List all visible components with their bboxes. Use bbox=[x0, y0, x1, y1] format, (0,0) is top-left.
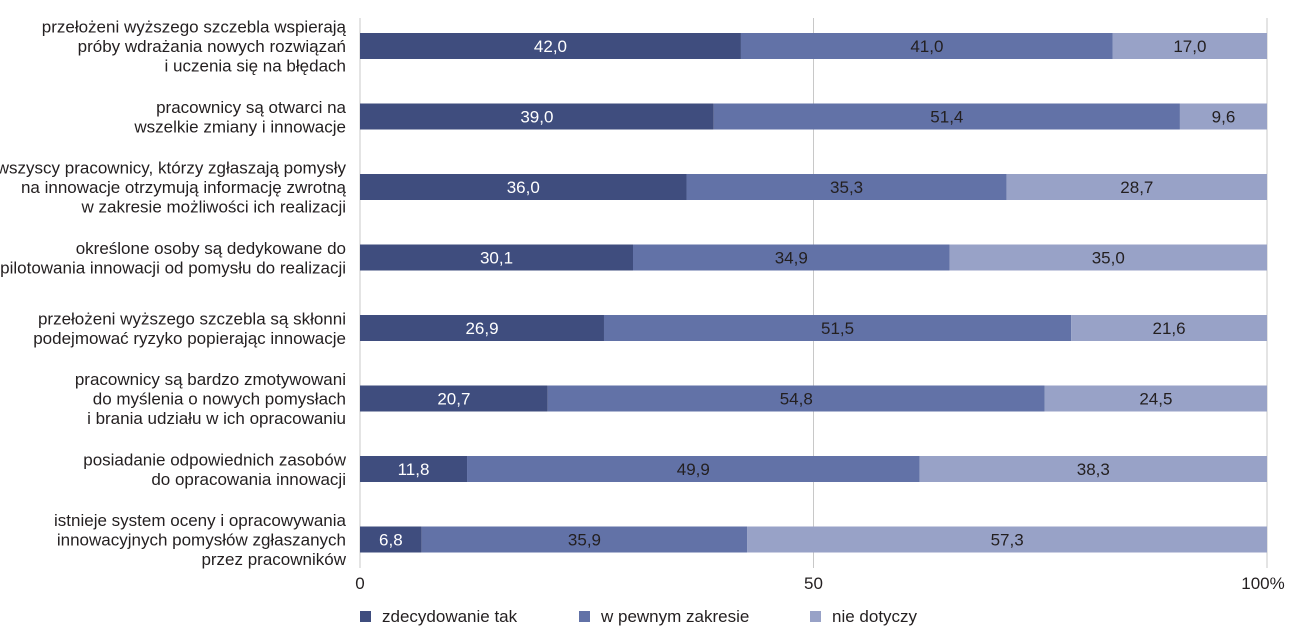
legend-swatch bbox=[360, 611, 371, 622]
legend-label: w pewnym zakresie bbox=[600, 607, 749, 626]
bar-segment bbox=[467, 456, 920, 482]
bar-segment bbox=[1179, 103, 1267, 130]
x-tick-label: 0 bbox=[355, 574, 364, 593]
data-label: 26,9 bbox=[465, 319, 498, 338]
data-label: 54,8 bbox=[780, 390, 813, 409]
category-label: przełożeni wyższego szczebla wspierają pr… bbox=[42, 18, 347, 76]
category-label: wszyscy pracownicy, którzy zgłaszają pom… bbox=[0, 159, 347, 217]
data-label: 24,5 bbox=[1139, 390, 1172, 409]
bar-segment bbox=[713, 103, 1180, 130]
data-label: 57,3 bbox=[991, 531, 1024, 550]
data-label: 35,3 bbox=[830, 178, 863, 197]
bar-segment bbox=[1071, 315, 1267, 341]
bars-group: 42,0 41,0 17,0 39,0 51,4 9,6 36,0 35,3 28,7 30,1 3… bbox=[360, 33, 1267, 553]
bar-segment bbox=[360, 103, 714, 130]
data-label: 49,9 bbox=[677, 460, 710, 479]
data-label: 11,8 bbox=[398, 460, 430, 479]
data-label: 35,0 bbox=[1092, 249, 1125, 268]
data-label: 34,9 bbox=[775, 249, 808, 268]
data-label: 17,0 bbox=[1173, 37, 1206, 56]
data-label: 35,9 bbox=[568, 531, 601, 550]
bar-segment bbox=[360, 456, 468, 482]
x-tick-label: 100% bbox=[1241, 574, 1284, 593]
category-label: pracownicy są otwarci na wszelkie zmiany … bbox=[133, 98, 346, 137]
category-labels: przełożeni wyższego szczebla wspierają pr… bbox=[0, 18, 347, 570]
category-label: istnieje system oceny i opracowywania inn… bbox=[54, 511, 347, 569]
bar-segment bbox=[421, 526, 748, 553]
data-label: 42,0 bbox=[534, 37, 567, 56]
bar-segment bbox=[360, 244, 634, 271]
data-label: 51,5 bbox=[821, 319, 854, 338]
category-label: przełożeni wyższego szczebla są skłonni p… bbox=[33, 309, 346, 348]
bar-segment bbox=[747, 526, 1267, 553]
x-tick-label: 50 bbox=[804, 574, 823, 593]
legend-swatch bbox=[810, 611, 821, 622]
data-label: 39,0 bbox=[520, 108, 553, 127]
data-label: 38,3 bbox=[1077, 460, 1110, 479]
data-label: 41,0 bbox=[910, 37, 943, 56]
category-label: posiadanie odpowiednich zasobów do opraco… bbox=[83, 450, 346, 489]
grid-lines bbox=[359, 18, 1268, 568]
bar-segment bbox=[919, 456, 1267, 482]
bar-segment bbox=[949, 244, 1267, 271]
legend-label: nie dotyczy bbox=[832, 607, 918, 626]
bar-segment bbox=[603, 315, 1072, 341]
data-label: 20,7 bbox=[437, 390, 470, 409]
category-label: określone osoby są dedykowane do pilotowa… bbox=[0, 239, 346, 278]
bar-segment bbox=[1112, 33, 1267, 59]
legend-swatch bbox=[579, 611, 590, 622]
data-label: 36,0 bbox=[507, 178, 540, 197]
bar-segment bbox=[360, 526, 422, 553]
bar-segment bbox=[1006, 174, 1267, 200]
data-label: 30,1 bbox=[480, 249, 513, 268]
data-label: 6,8 bbox=[379, 531, 403, 550]
bar-segment bbox=[360, 315, 604, 341]
bar-segment bbox=[360, 33, 741, 59]
bar-segment bbox=[360, 385, 548, 412]
bar-segment bbox=[1044, 385, 1267, 412]
data-label: 51,4 bbox=[930, 108, 963, 127]
bar-segment bbox=[633, 244, 950, 271]
legend-label: zdecydowanie tak bbox=[382, 607, 518, 626]
data-label: 9,6 bbox=[1212, 108, 1236, 127]
bar-segment bbox=[547, 385, 1045, 412]
category-label: pracownicy są bardzo zmotywowani do myśle… bbox=[75, 370, 346, 428]
data-label: 28,7 bbox=[1120, 178, 1153, 197]
bar-segment bbox=[360, 174, 687, 200]
legend: zdecydowanie tak w pewnym zakresie nie dot… bbox=[360, 607, 918, 626]
bar-segment bbox=[740, 33, 1113, 59]
x-axis-ticks: 0 50 100% bbox=[355, 574, 1284, 593]
bar-segment bbox=[686, 174, 1007, 200]
data-label: 21,6 bbox=[1152, 319, 1185, 338]
